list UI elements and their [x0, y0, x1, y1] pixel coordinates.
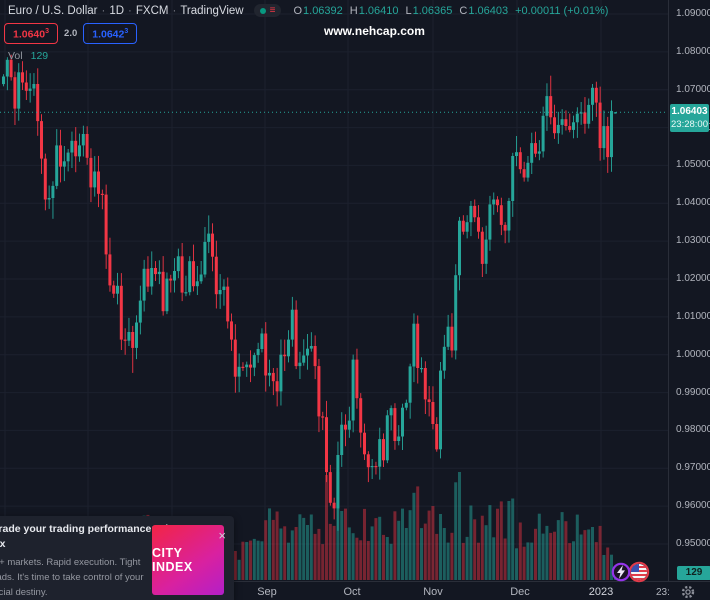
chart-legend: Euro / U.S. Dollar · 1D · FXCM · Trading…: [4, 3, 608, 62]
lightning-event-icon: [611, 562, 631, 582]
time-axis-label-2023: 2023: [588, 586, 614, 598]
volume-indicator-row[interactable]: Vol 129: [8, 50, 608, 62]
volume-axis-badge: 129: [677, 566, 710, 580]
spread-value: 2.0: [64, 27, 78, 39]
ad-body-line2: spreads. It's time to take control of yo…: [0, 572, 144, 583]
price-axis-label: 0.98000: [676, 424, 710, 436]
price-axis-label: 1.01000: [676, 310, 710, 322]
sell-button[interactable]: 1.06403: [4, 23, 59, 44]
candle-countdown: 23:28:00: [671, 119, 708, 131]
time-axis-label-dec: Dec: [510, 586, 530, 598]
price-axis-label: 1.09000: [676, 8, 710, 19]
open-value: 1.06392: [303, 4, 343, 17]
close-label: C: [459, 4, 468, 17]
time-axis-label-nov: Nov: [423, 586, 443, 598]
market-status-pill[interactable]: ≡: [253, 4, 282, 17]
data-alert-icon: ≡: [269, 4, 276, 16]
ad-brand-tile[interactable]: CITY INDEX: [152, 525, 224, 595]
price-axis-label: 1.07000: [676, 83, 710, 95]
ad-text: Upgrade your trading performance: City I…: [0, 522, 178, 598]
price-axis-label: 1.04000: [676, 197, 710, 209]
exchange-label[interactable]: FXCM: [135, 4, 169, 17]
volume-value: 129: [30, 49, 49, 62]
high-label: H: [349, 4, 358, 17]
provider-label[interactable]: TradingView: [180, 4, 244, 17]
last-price-badge: 1.06403 23:28:00: [670, 104, 709, 133]
price-axis-label: 0.96000: [676, 500, 710, 512]
ad-body-line1: 1000+ markets. Rapid execution. Tight: [0, 557, 141, 568]
current-time[interactable]: 23:: [656, 587, 670, 598]
buy-button[interactable]: 1.06423: [83, 23, 138, 44]
event-markers: [610, 559, 654, 590]
symbol-title-row: Euro / U.S. Dollar · 1D · FXCM · Trading…: [8, 3, 608, 18]
site-watermark: www.nehcap.com: [324, 24, 425, 38]
open-label: O: [293, 4, 303, 17]
volume-label: Vol: [8, 49, 23, 62]
price-axis[interactable]: 1.06403 23:28:00 129 1.09000 1.08000 1.070…: [668, 0, 710, 581]
title-separator: ·: [128, 4, 132, 17]
ad-banner[interactable]: Upgrade your trading performance: City I…: [0, 516, 234, 600]
high-value: 1.06410: [358, 4, 399, 17]
candlestick-chart[interactable]: [0, 0, 668, 581]
gear-icon[interactable]: [681, 585, 695, 600]
price-axis-label: 0.95000: [676, 537, 710, 549]
price-axis-label: 1.05000: [676, 159, 710, 171]
ad-body-line3: financial destiny.: [0, 587, 48, 598]
ad-close-icon[interactable]: ×: [218, 528, 226, 543]
low-label: L: [405, 4, 412, 17]
price-axis-label: 1.00000: [676, 348, 710, 360]
price-axis-label: 0.97000: [676, 462, 710, 474]
price-axis-label: 1.08000: [676, 45, 710, 57]
title-separator: ·: [172, 4, 177, 17]
price-axis-label: 0.99000: [676, 386, 710, 398]
ad-brand-name: CITY INDEX: [152, 546, 193, 574]
interval-label[interactable]: 1D: [109, 4, 125, 17]
title-separator: ·: [101, 4, 106, 17]
time-axis-label-sep: Sep: [257, 586, 277, 598]
flag-event-icon: [628, 561, 650, 583]
time-axis-label-oct: Oct: [343, 586, 361, 598]
ad-title-line2: Index: [0, 538, 6, 550]
low-value: 1.06365: [412, 4, 453, 17]
last-price-value: 1.06403: [671, 106, 708, 118]
market-open-dot-icon: [259, 7, 266, 14]
close-value: 1.06403: [468, 4, 509, 17]
price-axis-label: 1.03000: [676, 235, 710, 247]
price-axis-label: 1.02000: [676, 272, 710, 284]
change-value: +0.00011 (+0.01%): [515, 4, 609, 17]
symbol-name[interactable]: Euro / U.S. Dollar: [8, 4, 98, 17]
ad-title-line1: Upgrade your trading performance: City: [0, 523, 178, 535]
ohlc-values: O1.06392 H1.06410 L1.06365 C1.06403 +0.0…: [293, 5, 608, 17]
bid-ask-row: 1.06403 2.0 1.06423: [4, 23, 608, 44]
